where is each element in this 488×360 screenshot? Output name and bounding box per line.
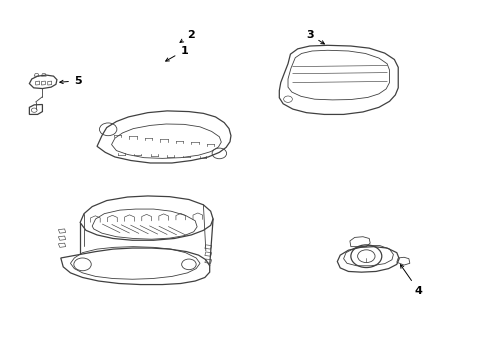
- Text: 1: 1: [165, 46, 187, 61]
- Text: 4: 4: [400, 265, 422, 296]
- Text: 3: 3: [305, 30, 324, 44]
- Text: 5: 5: [60, 76, 81, 86]
- Text: 2: 2: [180, 30, 195, 42]
